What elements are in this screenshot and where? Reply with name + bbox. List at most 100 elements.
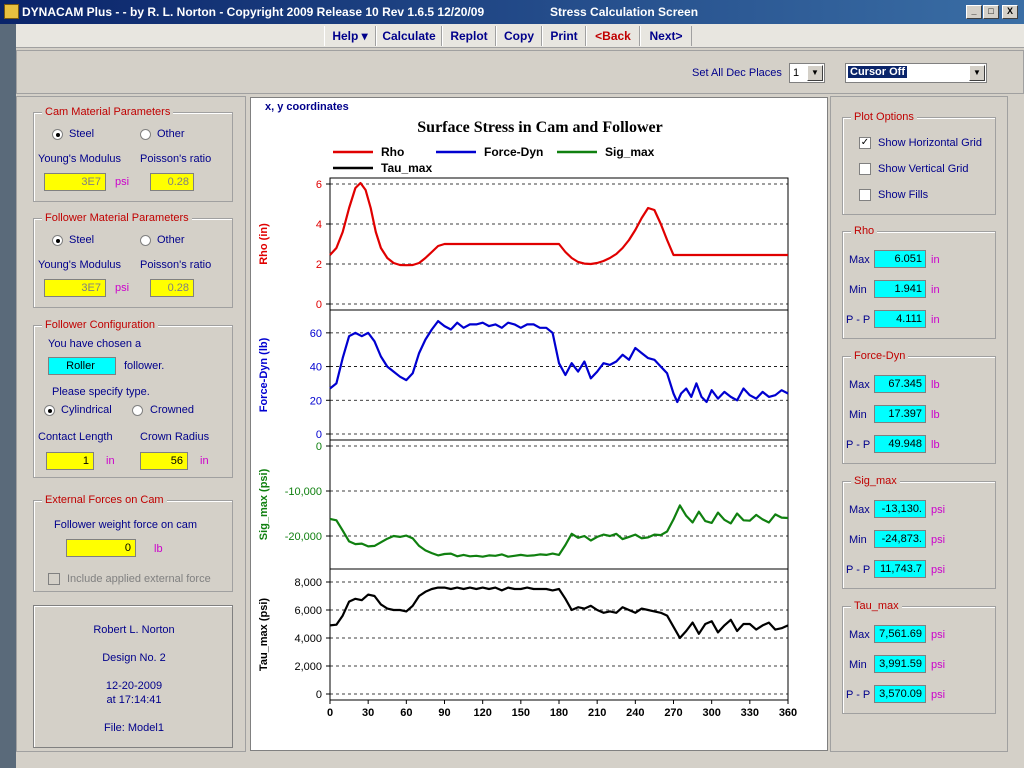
follower-steel-label: Steel (69, 234, 95, 246)
design-text: Design No. 2 (102, 652, 166, 664)
minimize-button[interactable]: _ (966, 5, 982, 19)
pp-value: 49.948 (874, 435, 926, 453)
panel-tau_max: 0 2,000 4,000 6,000 8,000 Tau_max (psi) (258, 568, 789, 701)
max-value: -13,130. (874, 500, 926, 518)
y-axis-label: Tau_max (psi) (258, 598, 270, 671)
max-value: 67.345 (874, 375, 926, 393)
pp-unit: in (931, 314, 940, 326)
max-unit: lb (931, 379, 940, 391)
fills-label: Show Fills (878, 189, 929, 201)
cam-other-label: Other (157, 128, 185, 140)
stat-group-sig: Sig_max Max -13,130. psi Min -24,873. ps… (842, 475, 996, 589)
cam-other-radio[interactable] (140, 129, 151, 140)
close-button[interactable]: X (1002, 5, 1018, 19)
follower-material-title: Follower Material Parameters (42, 212, 192, 224)
legend-label: Sig_max (605, 145, 655, 159)
dec-places-select[interactable]: 1 ▼ (789, 63, 825, 83)
chosen-label: You have chosen a (48, 338, 142, 350)
coord-label: x, y coordinates (265, 101, 349, 113)
y-tick-label: 40 (310, 362, 322, 374)
series-line-rho (329, 181, 788, 267)
cam-youngs-label: Young's Modulus (38, 153, 122, 165)
window-title: DYNACAM Plus - - by R. L. Norton - Copyr… (22, 5, 485, 19)
chart-title: Surface Stress in Cam and Follower (417, 119, 662, 136)
plot-options-title: Plot Options (851, 111, 917, 123)
pp-value: 3,570.09 (874, 685, 926, 703)
follower-other-radio[interactable] (140, 235, 151, 246)
y-tick-label: 2,000 (294, 661, 322, 673)
cylindrical-label: Cylindrical (61, 404, 112, 416)
crowned-radio[interactable] (132, 405, 143, 416)
max-value: 6.051 (874, 250, 926, 268)
min-unit: psi (931, 534, 946, 546)
app-icon (4, 4, 19, 19)
stat-title: Tau_max (851, 600, 902, 612)
follower-poisson-field[interactable]: 0.28 (150, 279, 194, 297)
max-label: Max (849, 629, 870, 641)
specify-label: Please specify type. (52, 386, 150, 398)
follower-steel-radio[interactable] (52, 235, 63, 246)
include-external-checkbox[interactable] (48, 573, 60, 585)
max-unit: psi (931, 629, 946, 641)
x-tick-label: 150 (512, 707, 530, 719)
contact-length-field[interactable]: 1 (46, 452, 94, 470)
y-tick-label: 20 (310, 395, 322, 407)
panel-frame (329, 439, 789, 570)
pp-value: 4.111 (874, 310, 926, 328)
calculate-button[interactable]: Calculate (376, 26, 442, 46)
crown-radius-label: Crown Radius (140, 431, 210, 443)
cam-youngs-field[interactable]: 3E7 (44, 173, 106, 191)
cam-poisson-field[interactable]: 0.28 (150, 173, 194, 191)
weight-field[interactable]: 0 (66, 539, 136, 557)
panel-force-dyn: 0 20 40 60 Force-Dyn (lb) (258, 309, 789, 441)
cursor-select[interactable]: Cursor Off ▼ (845, 63, 987, 83)
follower-material-group: Follower Material Parameters Steel Other… (33, 212, 233, 308)
follower-other-label: Other (157, 234, 185, 246)
max-label: Max (849, 254, 870, 266)
back-button[interactable]: <Back (586, 26, 640, 46)
min-unit: lb (931, 409, 940, 421)
fills-checkbox[interactable] (859, 189, 871, 201)
min-value: 1.941 (874, 280, 926, 298)
x-tick-label: 120 (473, 707, 491, 719)
pp-label: P - P (846, 314, 871, 326)
horizontal-grid-checkbox[interactable]: ✓ (859, 137, 871, 149)
next-button[interactable]: Next> (640, 26, 692, 46)
cam-steel-radio[interactable] (52, 129, 63, 140)
help-menu[interactable]: Help ▾ (324, 26, 376, 46)
max-label: Max (849, 379, 870, 391)
replot-button[interactable]: Replot (442, 26, 496, 46)
x-tick-label: 330 (741, 707, 759, 719)
copy-button[interactable]: Copy (496, 26, 542, 46)
print-button[interactable]: Print (542, 26, 586, 46)
contact-length-label: Contact Length (38, 431, 113, 443)
x-tick-label: 240 (626, 707, 644, 719)
min-label: Min (849, 284, 867, 296)
max-value: 7,561.69 (874, 625, 926, 643)
stat-title: Force-Dyn (851, 350, 909, 362)
plot-options-group: Plot Options ✓ Show Horizontal Grid Show… (842, 111, 996, 215)
maximize-button[interactable]: □ (983, 5, 999, 19)
x-tick-label: 300 (702, 707, 720, 719)
vertical-grid-checkbox[interactable] (859, 163, 871, 175)
y-tick-label: 6,000 (294, 605, 322, 617)
pp-unit: lb (931, 439, 940, 451)
include-external-label: Include applied external force (67, 573, 211, 585)
min-value: -24,873. (874, 530, 926, 548)
follower-youngs-field[interactable]: 3E7 (44, 279, 106, 297)
external-forces-group: External Forces on Cam Follower weight f… (33, 494, 233, 592)
y-tick-label: 60 (310, 328, 322, 340)
y-tick-label: 0 (316, 441, 322, 453)
cam-poisson-label: Poisson's ratio (140, 153, 212, 165)
file-text: File: Model1 (104, 722, 164, 734)
stat-title: Sig_max (851, 475, 900, 487)
y-axis-label: Force-Dyn (lb) (258, 337, 270, 412)
y-tick-label: -10,000 (285, 486, 322, 498)
y-tick-label: 0 (316, 299, 322, 311)
plots: 0 2 4 6 Rho (in) 0 20 40 60 Force-Dyn (lb) 0 -10,00… (258, 177, 797, 719)
cylindrical-radio[interactable] (44, 405, 55, 416)
crown-radius-field[interactable]: 56 (140, 452, 188, 470)
x-tick-label: 90 (438, 707, 450, 719)
author-text: Robert L. Norton (93, 624, 175, 636)
pp-label: P - P (846, 689, 871, 701)
